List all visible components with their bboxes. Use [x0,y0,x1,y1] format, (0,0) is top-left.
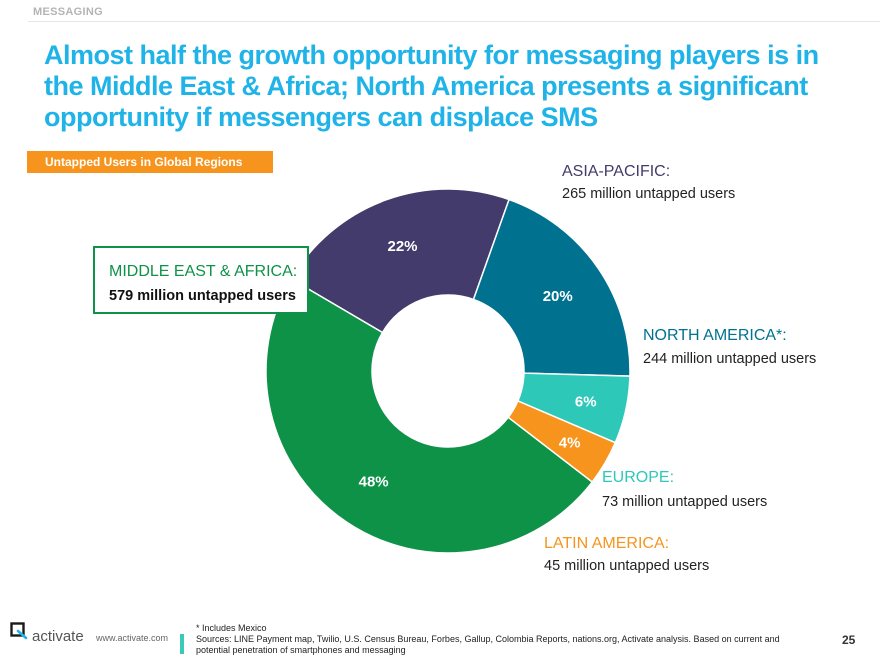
latin-america-name: LATIN AMERICA: [544,535,670,552]
chart-title: Untapped Users in Global Regions [27,151,273,173]
middle-east-africa-name: MIDDLE EAST & AFRICA: [109,263,298,280]
north-america-users: 244 million untapped users [643,351,817,367]
slice-1 [472,198,631,377]
europe-users: 73 million untapped users [602,494,768,510]
north-america-name: NORTH AMERICA*: [643,327,787,344]
section-tag-rule [28,0,880,22]
page-number: 25 [842,633,856,647]
slice-label-2: 6% [575,393,597,410]
asia-pacific-users: 265 million untapped users [562,186,736,202]
sources-note: Sources: LINE Payment map, Twilio, U.S. … [196,634,780,655]
middle-east-africa-users: 579 million untapped users [109,288,296,304]
donut-slices [265,188,631,554]
page-title: Almost half the growth opportunity for m… [44,40,819,132]
asia-pacific-name: ASIA-PACIFIC: [562,163,671,180]
footer-divider [180,634,184,654]
middle-east-africa-callout: MIDDLE EAST & AFRICA: 579 million untapp… [93,246,309,314]
slice-4 [265,277,594,554]
slice-label-4: 48% [359,473,389,490]
slice-label-0: 22% [387,238,417,255]
section-tag: MESSAGING [33,6,103,18]
donut-slice-labels: 22% 20% 6% 4% 48% [359,238,597,490]
footer-brand: activate [32,628,84,645]
slice-label-3: 4% [559,434,581,451]
footer-url[interactable]: www.activate.com [96,633,169,643]
footnote: * Includes Mexico [196,623,267,633]
activate-logo-icon [10,622,28,640]
slice-label-1: 20% [543,288,573,305]
europe-name: EUROPE: [602,469,675,486]
slice-0 [289,188,511,334]
latin-america-users: 45 million untapped users [544,558,710,574]
